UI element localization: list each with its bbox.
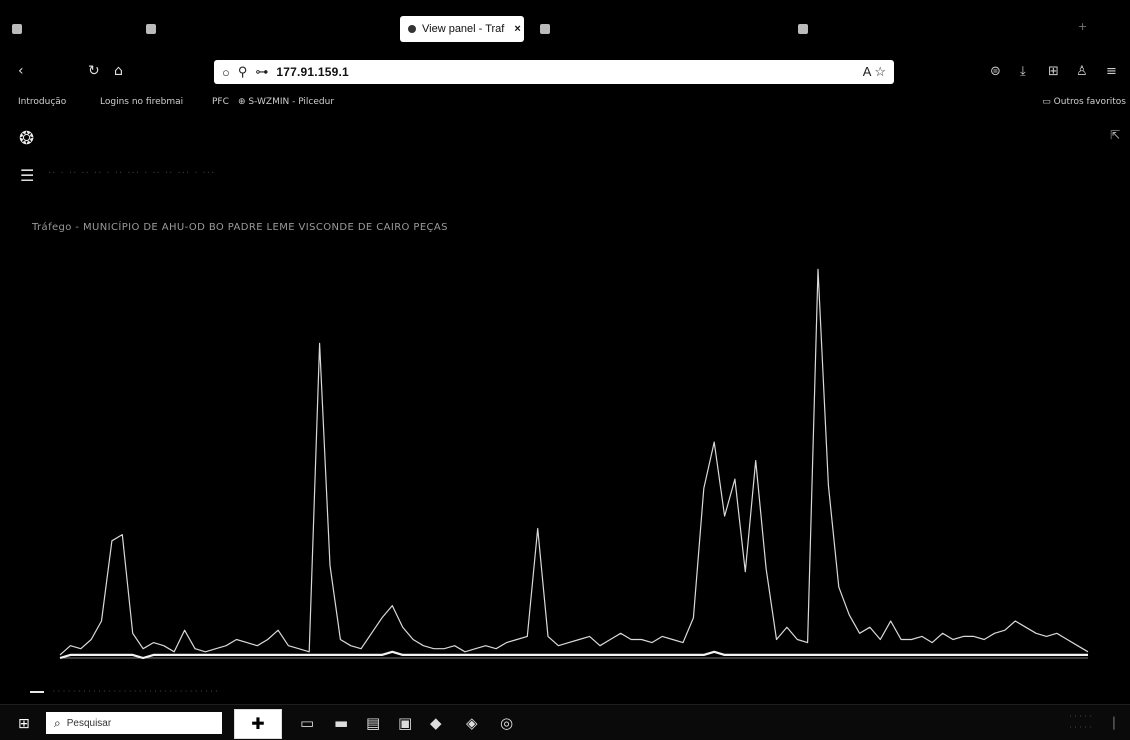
lock-icon: ⚲ [237, 64, 248, 79]
new-tab-icon[interactable]: + [1078, 20, 1088, 33]
system-tray[interactable]: · · · · · · · · · · [1069, 712, 1092, 732]
hamburger-menu-icon[interactable]: ☰ [20, 166, 35, 185]
browser-taskbar-icon[interactable]: ◆ [430, 714, 442, 732]
share-icon[interactable]: ⇱ [1109, 128, 1120, 142]
bookmark-item[interactable]: ⊕ S-WZMIN - Pilcedur [238, 97, 334, 107]
back-arrow-icon[interactable]: ‹ [18, 63, 24, 79]
tab-favicon-icon [146, 24, 156, 34]
series-line-traffic-in [59, 268, 1089, 656]
shield-icon: ○ [222, 64, 230, 80]
bookmark-item[interactable]: Logins no firebmai [100, 97, 184, 107]
tab-label: View panel - Traf [422, 23, 505, 35]
tab-favicon-icon [540, 24, 550, 34]
breadcrumb: ·· · ·· ·· ·· · ·· ··· · ·· ·· ··· · ··· [48, 168, 216, 179]
browser-tab[interactable] [540, 14, 770, 44]
collections-icon[interactable]: ⊞ [1048, 64, 1059, 79]
file-explorer-icon[interactable]: ▤ [366, 714, 381, 732]
browser-tab[interactable] [146, 14, 376, 44]
globe-icon: ⊕ [238, 97, 249, 107]
reload-icon[interactable]: ↻ [88, 63, 100, 79]
taskbar-search[interactable]: ⌕ Pesquisar [46, 712, 222, 734]
profile-icon[interactable]: ♙ [1076, 64, 1088, 79]
browser-tab[interactable] [12, 14, 122, 44]
bookmark-label: S-WZMIN - Pilcedur [248, 97, 335, 107]
search-icon: ⌕ [54, 715, 61, 730]
browser-tab[interactable] [798, 14, 998, 44]
folder-icon: ▭ [1042, 97, 1054, 107]
taskbar-search-text: Pesquisar [66, 717, 112, 729]
bookmarks-bar: Introdução Logins no firebmai PFC ⊕ S-WZ… [0, 92, 1130, 114]
panel-title: Tráfego - MUNICÍPIO DE AHU-OD BO PADRE L… [32, 222, 448, 233]
taskbar-app-icon[interactable]: ▣ [398, 714, 413, 732]
translate-icon[interactable]: A [862, 64, 871, 79]
downloads-icon[interactable]: ⤓ [1020, 64, 1026, 79]
taskbar-app-icon[interactable]: ◎ [500, 714, 514, 732]
bookmark-item[interactable]: PFC [212, 97, 229, 107]
other-bookmarks[interactable]: ▭ Outros favoritos [1042, 97, 1126, 107]
key-icon: ⊶ [255, 64, 269, 79]
series-line-traffic-out [59, 650, 1088, 660]
extensions-icon[interactable]: ⊜ [990, 64, 1001, 79]
address-bar[interactable]: ○ ⚲ ⊶ 177.91.159.1 A ☆ [214, 60, 894, 84]
menu-dots-icon[interactable]: ≡ [1106, 64, 1117, 79]
grafana-logo-icon[interactable]: ❂ [19, 128, 35, 149]
address-url: 177.91.159.1 [276, 65, 349, 79]
address-actions: A ☆ [863, 64, 886, 80]
chart-canvas [59, 268, 1089, 660]
windows-taskbar: ⊞ ⌕ Pesquisar ✚ ▭ ▬ ▤ ▣ ◆ ◈ ◎ · · · · · ·… [0, 704, 1130, 740]
show-desktop-icon[interactable]: ▏ [1113, 717, 1122, 730]
browser-nav-bar: ‹ ↻ ⌂ ○ ⚲ ⊶ 177.91.159.1 A ☆ [0, 52, 1130, 92]
bookmark-item[interactable]: Introdução [18, 97, 67, 107]
legend-swatch [30, 690, 44, 693]
taskbar-app-icon[interactable]: ▬ [334, 714, 349, 732]
browser-tab-active[interactable]: View panel - Traf × [400, 16, 524, 42]
taskbar-app-icon[interactable]: ◈ [466, 714, 478, 732]
bookmark-star-icon[interactable]: ☆ [874, 64, 886, 79]
tab-close-icon[interactable]: × [514, 23, 521, 35]
tab-favicon-icon [12, 24, 22, 34]
tab-favicon-icon [798, 24, 808, 34]
task-view-icon[interactable]: ▭ [300, 714, 315, 732]
home-icon[interactable]: ⌂ [114, 63, 123, 79]
legend-dots: · · · · · · · · · · · · · · · · · · · · … [52, 687, 218, 696]
chart-legend: · · · · · · · · · · · · · · · · · · · · … [30, 687, 218, 696]
other-bookmarks-label: Outros favoritos [1053, 97, 1126, 107]
windows-start-icon[interactable]: ⊞ [18, 716, 30, 732]
tab-favicon-icon [408, 25, 416, 33]
traffic-chart [20, 240, 1120, 700]
browser-tab-bar: View panel - Traf × + [0, 0, 1130, 53]
taskbar-app-active[interactable]: ✚ [234, 709, 282, 739]
